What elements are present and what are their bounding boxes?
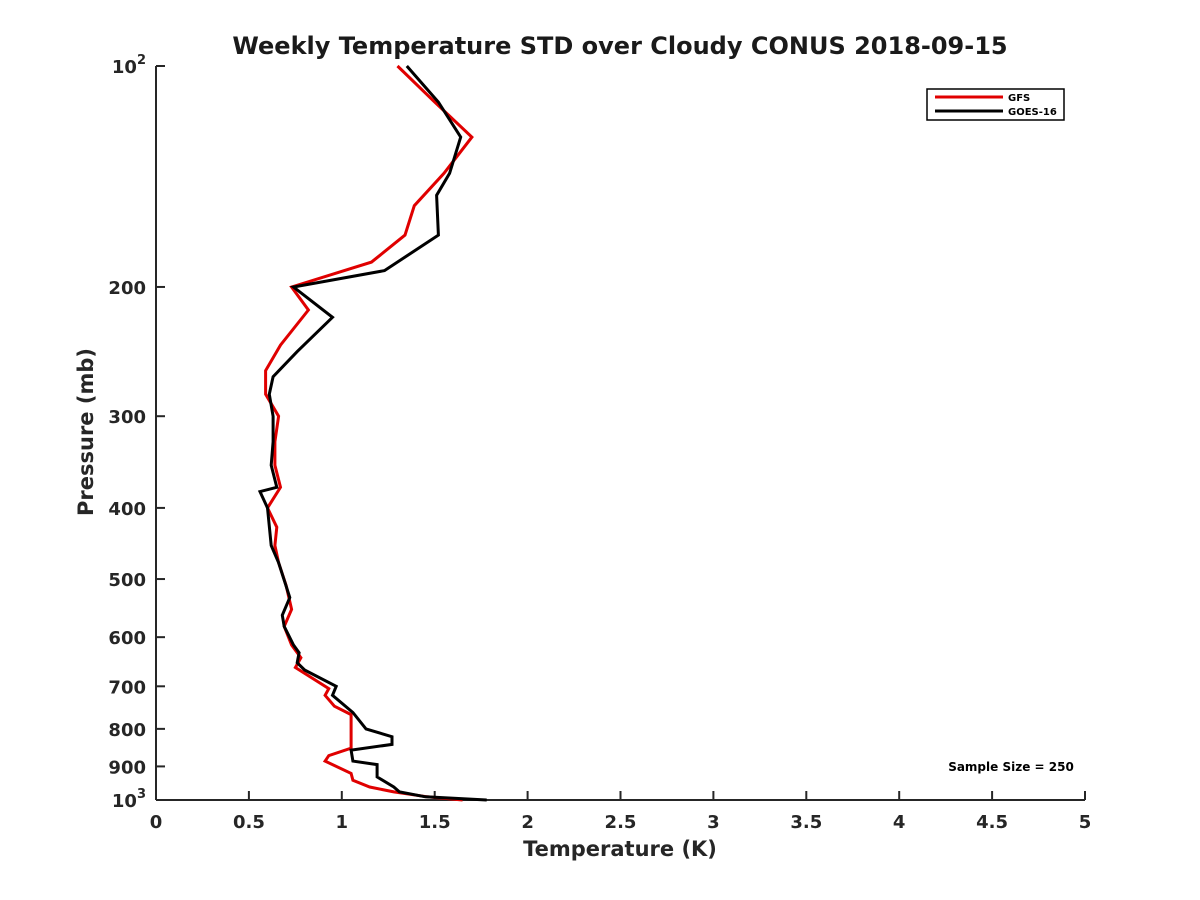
y-tick-label: 400 <box>108 499 146 520</box>
x-tick-label: 0 <box>150 812 163 833</box>
x-tick-label: 3 <box>707 812 720 833</box>
x-tick-label: 2 <box>521 812 534 833</box>
y-tick-label: 200 <box>108 278 146 299</box>
legend-label: GFS <box>1008 93 1030 104</box>
legend: GFS GOES-16 <box>926 88 1065 121</box>
series-line-goes-16 <box>257 65 487 802</box>
y-tick-label: 300 <box>108 407 146 428</box>
x-tick-label: 0.5 <box>233 812 265 833</box>
sample-size-annotation: Sample Size = 250 <box>948 760 1074 774</box>
chart-title: Weekly Temperature STD over Cloudy CONUS… <box>232 32 1007 60</box>
y-tick-label: 800 <box>108 720 146 741</box>
x-tick-label: 1 <box>336 812 349 833</box>
axes <box>155 66 1085 801</box>
series-line-gfs <box>264 64 474 802</box>
legend-box <box>926 88 1065 121</box>
y-tick-label: 700 <box>108 677 146 698</box>
x-tick-label: 2.5 <box>605 812 637 833</box>
series-group <box>257 64 487 802</box>
x-axis-label: Temperature (K) <box>523 837 717 861</box>
legend-label: GOES-16 <box>1008 107 1057 118</box>
x-ticks: 0 0.5 1 1.5 2 2.5 3 3.5 4 4.5 5 <box>150 791 1092 833</box>
x-tick-label: 4.5 <box>976 812 1008 833</box>
x-tick-label: 4 <box>893 812 906 833</box>
x-tick-label: 5 <box>1079 812 1092 833</box>
y-tick-label: 600 <box>108 628 146 649</box>
y-ticks: 102 200 300 400 500 600 700 800 900 103 <box>108 53 165 812</box>
x-tick-label: 3.5 <box>790 812 822 833</box>
y-axis-label: Pressure (mb) <box>74 348 98 516</box>
y-tick-label: 102 <box>112 53 146 78</box>
y-tick-label: 103 <box>112 787 146 812</box>
y-tick-label: 900 <box>108 757 146 778</box>
y-tick-label: 500 <box>108 570 146 591</box>
x-tick-label: 1.5 <box>419 812 451 833</box>
